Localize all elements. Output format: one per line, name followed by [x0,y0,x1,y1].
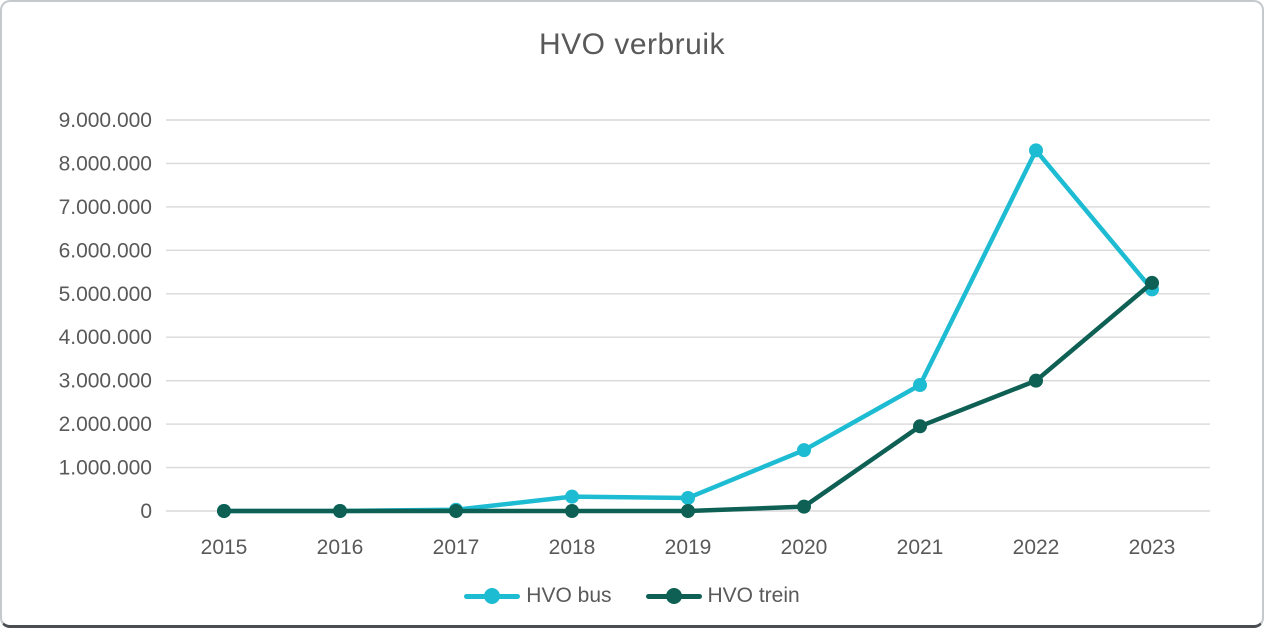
series-line-hvo-trein [221,280,1155,514]
data-point-marker [681,490,695,505]
x-axis-tick-label: 2021 [897,536,944,559]
y-axis-tick-label: 6.000.000 [59,239,152,262]
legend-label-hvo-trein: HVO trein [707,584,800,607]
data-point-marker [565,504,579,518]
data-point-marker [913,378,927,393]
y-axis-tick-label: 5.000.000 [59,283,152,306]
chart-legend: HVO bus HVO trein [2,580,1262,612]
data-point-marker [797,443,811,458]
data-point-marker [565,489,579,504]
x-axis-tick-label: 2018 [549,536,596,559]
x-axis-tick-label: 2020 [781,536,828,559]
y-axis-tick-label: 7.000.000 [59,196,152,219]
series-line-hvo-bus [221,148,1155,514]
x-axis-tick-label: 2017 [433,536,480,559]
y-axis-tick-label: 3.000.000 [59,370,152,393]
data-point-marker [1029,143,1043,158]
x-axis-tick-label: 2022 [1013,536,1060,559]
legend-item-hvo-trein: HVO trein [645,584,800,608]
x-axis-tick-label: 2016 [317,536,364,559]
y-axis-tick-label: 8.000.000 [59,152,152,175]
legend-label-hvo-bus: HVO bus [526,584,612,607]
data-point-marker [681,504,695,518]
y-axis-tick-label: 0 [140,500,152,523]
data-point-marker [333,504,347,518]
data-point-marker [217,504,231,518]
y-axis-tick-label: 4.000.000 [59,326,152,349]
y-axis-tick-label: 1.000.000 [59,457,152,480]
legend-marker-dot-icon [484,588,501,604]
data-point-marker [1145,275,1159,290]
data-point-marker [913,419,927,434]
y-axis-tick-label: 2.000.000 [59,413,152,436]
chart-title: HVO verbruik [538,28,726,61]
data-point-marker [1029,373,1043,388]
legend-line-swatch-hvo-bus [464,588,521,604]
data-point-marker [797,499,811,514]
x-axis-tick-label: 2015 [201,536,248,559]
x-axis-tick-label: 2023 [1129,536,1176,559]
y-axis-tick-label: 9.000.000 [59,109,152,132]
legend-item-hvo-bus: HVO bus [464,584,612,608]
legend-marker-dot-icon [665,588,682,604]
legend-line-swatch-hvo-trein [645,588,702,604]
data-point-marker [449,504,463,518]
x-axis-tick-label: 2019 [665,536,712,559]
